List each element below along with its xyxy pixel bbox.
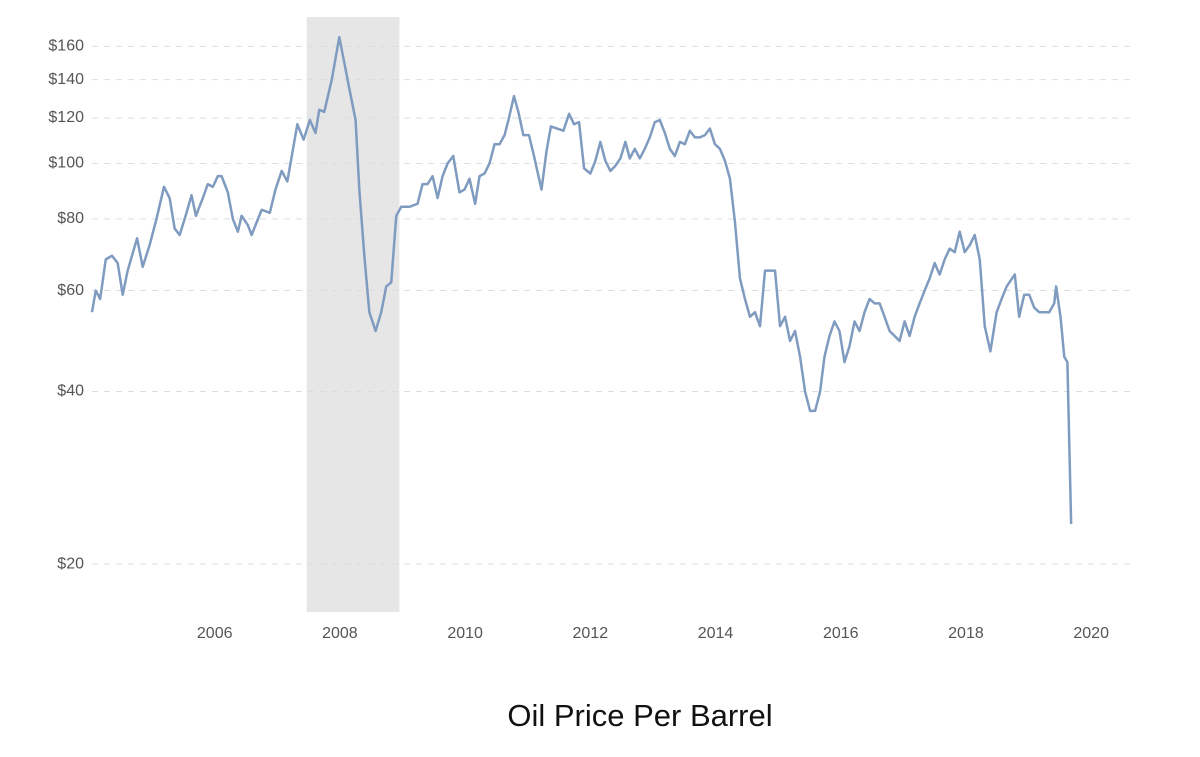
y-tick-label: $60	[57, 282, 84, 299]
y-tick-label: $160	[48, 38, 84, 55]
price-line	[90, 35, 1073, 524]
x-tick-label: 2020	[1073, 625, 1109, 642]
y-tick-label: $20	[57, 555, 84, 572]
y-tick-label: $100	[48, 155, 84, 172]
y-tick-label: $120	[48, 109, 84, 126]
x-tick-label: 2012	[573, 625, 609, 642]
x-tick-label: 2016	[823, 625, 859, 642]
recession-band	[306, 17, 400, 612]
x-tick-label: 2008	[322, 625, 358, 642]
chart-title: Oil Price Per Barrel	[507, 698, 772, 733]
y-tick-label: $40	[57, 383, 84, 400]
y-tick-label: $80	[57, 210, 84, 227]
x-tick-label: 2010	[447, 625, 483, 642]
y-tick-label: $140	[48, 71, 84, 88]
x-tick-label: 2006	[197, 625, 233, 642]
x-tick-label: 2014	[698, 625, 734, 642]
x-tick-label: 2018	[948, 625, 984, 642]
